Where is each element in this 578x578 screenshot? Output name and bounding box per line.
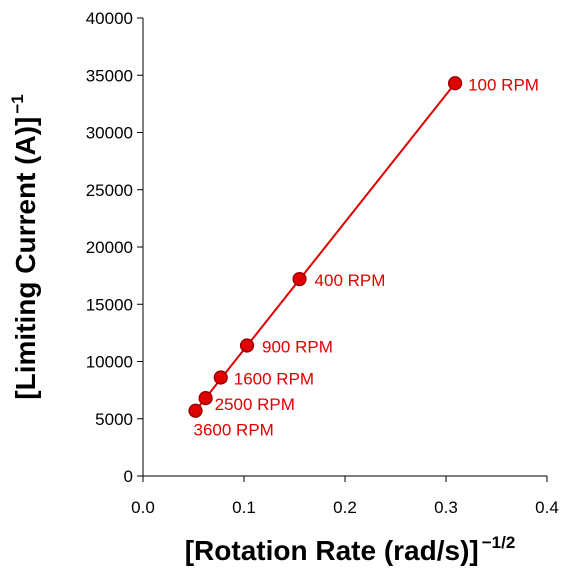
y-axis-title: [Limiting Current (A)]−1 bbox=[8, 94, 41, 399]
point-labels: 100 RPM 400 RPM 900 RPM 1600 RPM 2500 RPM 360… bbox=[194, 75, 539, 439]
x-tick-label: 0.1 bbox=[232, 498, 256, 517]
fit-line-group bbox=[194, 82, 456, 412]
data-point bbox=[188, 403, 203, 418]
data-label: 400 RPM bbox=[315, 271, 386, 290]
x-axis-title: [Rotation Rate (rad/s)] −1/2 bbox=[185, 533, 516, 566]
data-label: 3600 RPM bbox=[194, 421, 274, 440]
y-tick-label: 15000 bbox=[86, 295, 133, 314]
x-tick-label: 0.4 bbox=[535, 498, 559, 517]
y-tick-label: 25000 bbox=[86, 181, 133, 200]
data-point bbox=[292, 271, 307, 287]
x-tick-label: 0.2 bbox=[333, 498, 357, 517]
data-label: 1600 RPM bbox=[234, 370, 314, 389]
y-tick-label: 0 bbox=[124, 467, 133, 486]
axis-titles: [Rotation Rate (rad/s)] −1/2 [Limiting Cur… bbox=[8, 94, 515, 566]
data-point bbox=[447, 76, 463, 91]
y-tick-label: 40000 bbox=[86, 9, 133, 28]
fit-line bbox=[194, 82, 456, 412]
y-tick-label: 20000 bbox=[86, 238, 133, 257]
data-label: 900 RPM bbox=[262, 337, 333, 356]
y-tick-label: 30000 bbox=[86, 124, 133, 143]
data-label: 2500 RPM bbox=[215, 395, 295, 414]
data-point bbox=[198, 391, 213, 406]
y-tick-label: 10000 bbox=[86, 353, 133, 372]
x-tick-label: 0.3 bbox=[434, 498, 458, 517]
data-point bbox=[239, 338, 255, 353]
y-tick-label: 5000 bbox=[95, 410, 133, 429]
y-tick-label: 35000 bbox=[86, 66, 133, 85]
ticks: 0 5000 10000 15000 20000 25000 30000 35000 40000… bbox=[86, 9, 559, 517]
data-points bbox=[188, 76, 463, 418]
data-label: 100 RPM bbox=[468, 75, 539, 94]
data-point bbox=[213, 370, 228, 385]
x-tick-label: 0.0 bbox=[131, 498, 155, 517]
